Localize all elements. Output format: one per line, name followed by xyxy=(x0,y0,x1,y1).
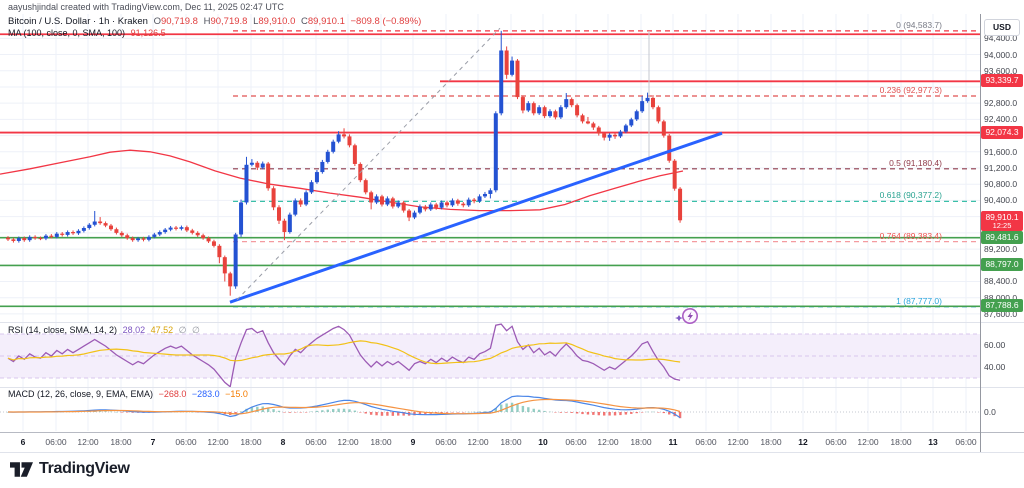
rsi-label: RSI (14, close, SMA, 14, 2) xyxy=(8,325,118,335)
macd-indicator-legend[interactable]: MACD (12, 26, close, 9, EMA, EMA) −268.0… xyxy=(8,389,251,399)
rsi-band xyxy=(0,333,980,379)
open-label: O xyxy=(153,16,161,27)
price-axis-border xyxy=(980,14,981,452)
open-value: 90,719.8 xyxy=(160,16,198,27)
macd-signal-line xyxy=(8,398,681,415)
macd-line xyxy=(7,395,681,419)
pane-separator-rsi[interactable] xyxy=(0,322,1024,323)
close-value: 89,910.1 xyxy=(307,16,345,27)
close-label: C xyxy=(301,16,308,27)
lightning-icon xyxy=(687,311,693,321)
attribution-text: aayushjindal created with TradingView.co… xyxy=(8,2,284,12)
high-label: H xyxy=(203,16,211,27)
macd-hist-value: −268.0 xyxy=(158,389,187,399)
tradingview-brand-text: TradingView xyxy=(39,460,130,477)
rsi-band-hidden-2: ∅ xyxy=(192,325,200,335)
candlesticks xyxy=(6,30,683,296)
trendlines[interactable] xyxy=(229,27,723,304)
sparkle-icon xyxy=(675,315,683,322)
time-axis-border xyxy=(0,432,1024,433)
pane-separator-macd[interactable] xyxy=(0,387,1024,388)
macd-label: MACD (12, 26, close, 9, EMA, EMA) xyxy=(8,389,154,399)
macd-line-value: −283.0 xyxy=(191,389,220,399)
ma-indicator-legend[interactable]: MA (100, close, 0, SMA, 100) 91,126.5 xyxy=(8,28,169,38)
flash-emoji-marker[interactable] xyxy=(672,306,702,326)
support-resistance-lines[interactable] xyxy=(0,33,980,308)
rsi-band-hidden-1: ∅ xyxy=(178,325,187,335)
macd-signal-value: −15.0 xyxy=(225,389,248,399)
ma100-line xyxy=(0,149,684,212)
tradingview-footer-link[interactable]: TradingView xyxy=(10,460,130,478)
change-value: −809.8 (−0.89%) xyxy=(350,16,422,27)
rsi-line xyxy=(7,323,681,388)
currency-toggle-button[interactable]: USD xyxy=(984,19,1020,36)
symbol-title: Bitcoin / U.S. Dollar · 1h · Kraken xyxy=(8,16,148,27)
low-value: 89,910.0 xyxy=(258,16,296,27)
chart-bottom-border xyxy=(0,452,1024,453)
rsi-sma-value: 47.52 xyxy=(150,325,174,335)
ma-label: MA (100, close, 0, SMA, 100) xyxy=(8,28,126,38)
symbol-legend[interactable]: Bitcoin / U.S. Dollar · 1h · Kraken O90,… xyxy=(8,16,424,27)
rsi-value: 28.02 xyxy=(122,325,146,335)
chart-canvas[interactable] xyxy=(0,0,1024,456)
low-label: L xyxy=(253,16,259,27)
rsi-indicator-legend[interactable]: RSI (14, close, SMA, 14, 2) 28.02 47.52 … xyxy=(8,325,203,336)
ma-value: 91,126.5 xyxy=(130,28,166,38)
tradingview-logo-icon xyxy=(10,461,33,477)
rsi-sma-line xyxy=(7,340,681,365)
high-value: 90,719.8 xyxy=(210,16,248,27)
